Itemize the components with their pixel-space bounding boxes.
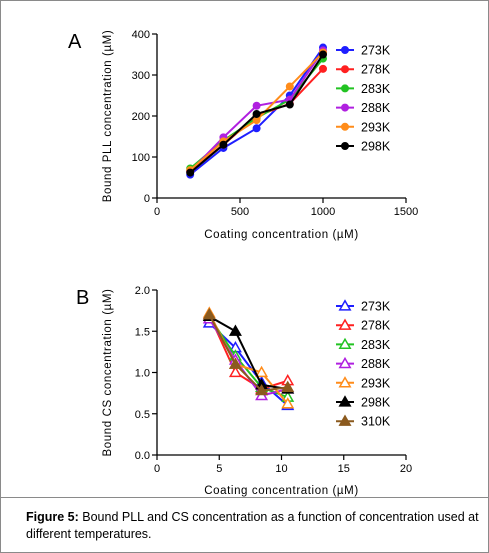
legend-label-283K: 283K bbox=[361, 338, 391, 352]
caption-text: Bound PLL and CS concentration as a func… bbox=[26, 510, 479, 541]
data-point-298K bbox=[252, 109, 261, 118]
data-point-310K bbox=[202, 308, 216, 320]
y-tick-label: 0.5 bbox=[135, 409, 150, 421]
caption-label: Figure 5: bbox=[26, 510, 79, 524]
legend-marker bbox=[338, 337, 352, 350]
series-line-278K bbox=[208, 314, 289, 391]
legend-marker bbox=[338, 395, 352, 407]
series-line-310K bbox=[208, 314, 288, 392]
legend-label-293K: 293K bbox=[361, 376, 391, 390]
legend-marker bbox=[341, 84, 349, 93]
x-tick-label: 15 bbox=[338, 463, 350, 475]
data-point-293K bbox=[285, 82, 294, 91]
legend-label-278K: 278K bbox=[361, 63, 391, 77]
y-tick-label: 1.5 bbox=[135, 326, 150, 338]
x-tick-label: 5 bbox=[216, 463, 222, 475]
legend-label-298K: 298K bbox=[361, 396, 391, 410]
legend-marker bbox=[341, 122, 349, 131]
data-point-273K bbox=[252, 124, 261, 133]
x-tick-label: 0 bbox=[154, 206, 160, 218]
legend-label-288K: 288K bbox=[361, 101, 391, 115]
data-point-288K bbox=[252, 101, 261, 110]
data-point-293K bbox=[255, 365, 269, 378]
y-axis-title: Bound PLL concentration (µM) bbox=[102, 30, 114, 203]
legend-marker bbox=[338, 356, 352, 369]
y-tick-label: 400 bbox=[132, 29, 150, 41]
legend-label-288K: 288K bbox=[361, 357, 391, 371]
legend-label-298K: 298K bbox=[361, 140, 391, 154]
legend-marker bbox=[338, 318, 352, 330]
y-axis-title: Bound CS concentration (µM) bbox=[102, 289, 114, 457]
data-point-298K bbox=[219, 140, 228, 149]
y-tick-label: 0 bbox=[144, 193, 150, 205]
legend-marker bbox=[341, 142, 349, 150]
x-tick-label: 1500 bbox=[394, 206, 418, 218]
data-point-310K bbox=[228, 357, 242, 369]
panel-letter: B bbox=[76, 287, 89, 309]
legend-label-273K: 273K bbox=[361, 44, 391, 58]
legend-label-293K: 293K bbox=[361, 120, 391, 134]
legend-marker bbox=[341, 65, 349, 74]
x-tick-label: 1000 bbox=[311, 206, 335, 218]
caption-divider bbox=[0, 497, 489, 498]
x-axis-title: Coating concentration (µM) bbox=[204, 485, 359, 497]
data-point-298K bbox=[319, 50, 327, 59]
data-point-310K bbox=[281, 380, 295, 392]
data-point-298K bbox=[186, 168, 195, 177]
series-line-298K bbox=[208, 315, 288, 390]
x-tick-label: 10 bbox=[275, 463, 287, 475]
data-point-293K bbox=[281, 397, 295, 409]
legend-label-273K: 273K bbox=[361, 300, 391, 314]
chart-panel-b: B 0 5 10 15 20 0.0 0.5 1.0 1.5 2.0 Coating concentr… bbox=[76, 285, 412, 497]
data-point-298K bbox=[228, 324, 242, 336]
data-point-278K bbox=[228, 365, 242, 378]
data-point-310K bbox=[255, 383, 269, 396]
y-tick-label: 100 bbox=[132, 152, 150, 164]
panel-letter: A bbox=[68, 31, 82, 53]
y-tick-label: 200 bbox=[132, 111, 150, 123]
legend-label-310K: 310K bbox=[361, 415, 391, 429]
x-tick-label: 0 bbox=[154, 463, 160, 475]
legend-marker bbox=[341, 103, 349, 112]
legend-label-283K: 283K bbox=[361, 82, 391, 96]
legend-marker bbox=[338, 414, 352, 426]
x-tick-label: 20 bbox=[400, 463, 412, 475]
x-tick-label: 500 bbox=[231, 206, 249, 218]
y-tick-label: 1.0 bbox=[135, 368, 150, 380]
legend-label-278K: 278K bbox=[361, 319, 391, 333]
y-tick-label: 2.0 bbox=[135, 285, 150, 297]
y-tick-label: 300 bbox=[132, 70, 150, 82]
legend-marker bbox=[338, 299, 352, 311]
chart-panel-a: A 0 500 1000 1500 0 100 200 300 400 Coating concen… bbox=[68, 29, 418, 241]
legend-marker bbox=[341, 46, 349, 54]
figure-caption: Figure 5: Bound PLL and CS concentration… bbox=[26, 509, 481, 543]
data-point-298K bbox=[285, 100, 294, 109]
x-axis-title: Coating concentration (µM) bbox=[204, 229, 359, 241]
y-tick-label: 0.0 bbox=[135, 450, 150, 462]
data-point-278K bbox=[319, 64, 327, 73]
legend-marker bbox=[338, 376, 352, 388]
